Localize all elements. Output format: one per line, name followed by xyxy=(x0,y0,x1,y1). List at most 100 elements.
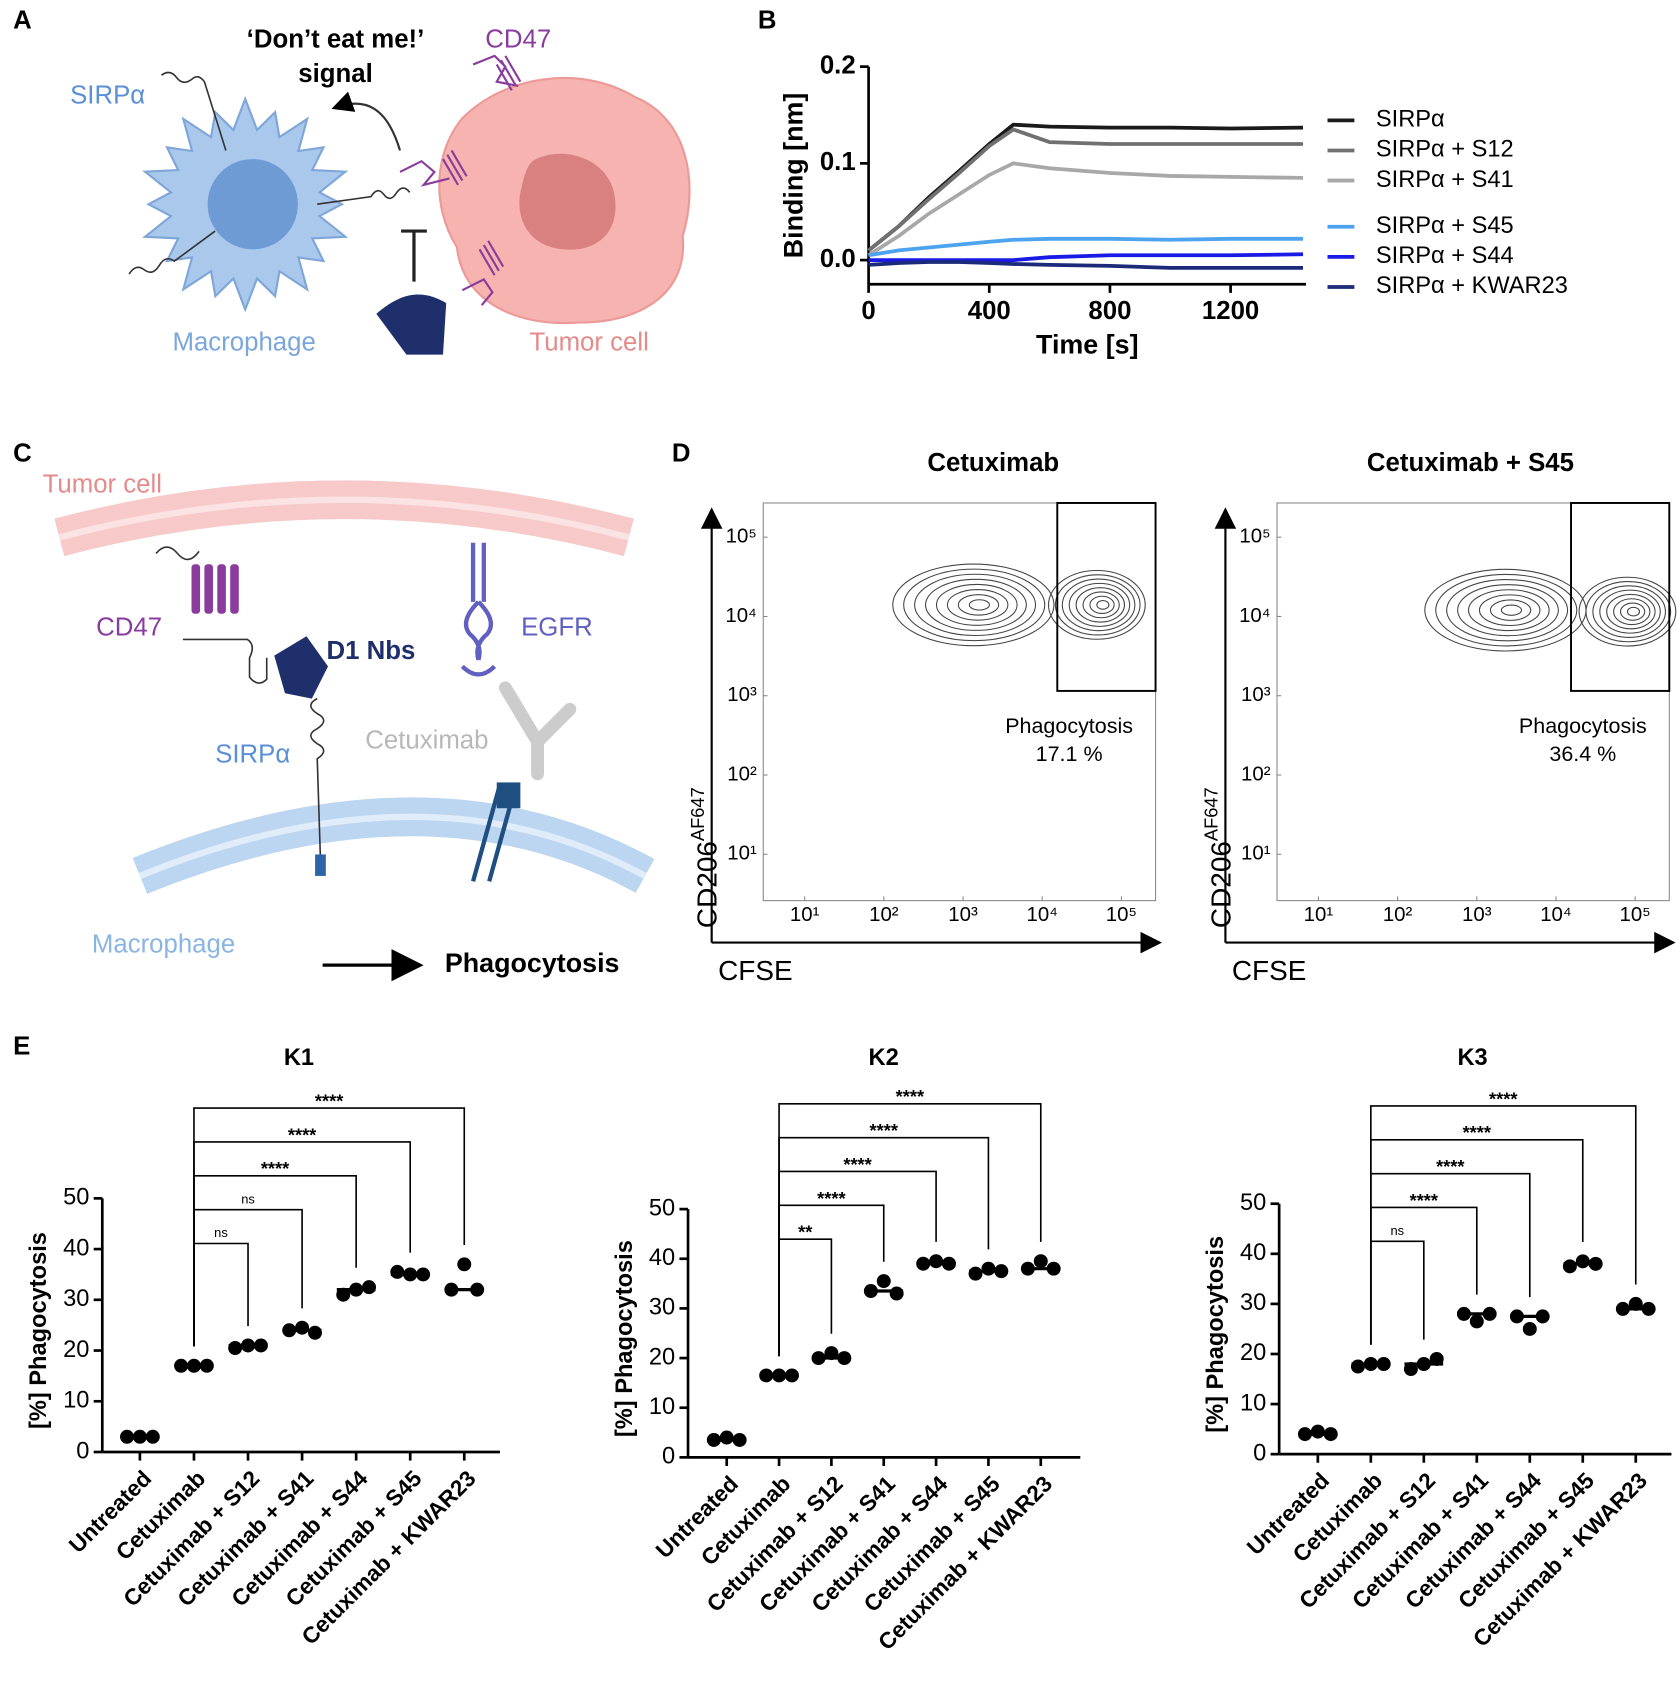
dot xyxy=(759,1368,774,1383)
dot xyxy=(719,1430,734,1445)
x-tick-label: 10⁴ xyxy=(1026,904,1057,926)
dot xyxy=(295,1320,310,1335)
dot xyxy=(403,1267,418,1282)
y-tick-label: 50 xyxy=(649,1195,675,1221)
significance-bracket xyxy=(193,1107,466,1347)
y-tick-label: 10⁵ xyxy=(726,526,757,548)
y-tick-label: 0.1 xyxy=(820,148,856,176)
x-tick-label: 400 xyxy=(968,297,1011,325)
y-tick-label: 30 xyxy=(1240,1290,1266,1316)
signal-arrow xyxy=(331,91,402,151)
cd47-loop xyxy=(182,638,268,684)
contour-ring xyxy=(1578,576,1677,647)
signal-label: ‘Don’t eat me!’ xyxy=(247,26,425,54)
dot xyxy=(1469,1314,1484,1329)
legend-label: SIRPα + S41 xyxy=(1376,167,1514,193)
plot-title: K2 xyxy=(869,1045,899,1071)
significance-label: **** xyxy=(261,1158,290,1179)
dot xyxy=(349,1282,364,1297)
dot xyxy=(876,1274,891,1289)
dot xyxy=(186,1358,201,1373)
x-tick-label: 10⁵ xyxy=(1106,904,1137,926)
nbs-label: D1 Nbs xyxy=(327,637,416,665)
legend-label: SIRPα xyxy=(1376,107,1445,133)
sirpa-receptor xyxy=(310,697,325,860)
gate-label: Phagocytosis xyxy=(1005,714,1133,738)
x-tick-label: 10¹ xyxy=(790,904,820,926)
dot xyxy=(1046,1261,1061,1276)
contour-ring xyxy=(1047,569,1146,640)
series-line xyxy=(867,127,1304,252)
plot-title: K3 xyxy=(1458,1045,1488,1071)
legend-label: SIRPα + S44 xyxy=(1376,243,1514,269)
dot xyxy=(1403,1362,1418,1376)
dot xyxy=(253,1338,268,1353)
cetuximab-antibody xyxy=(498,681,577,781)
contour-ring xyxy=(1054,574,1141,636)
dot xyxy=(1628,1296,1643,1311)
significance-label: **** xyxy=(288,1124,317,1145)
contour-ring xyxy=(1068,582,1131,627)
significance-bracket xyxy=(778,1170,937,1357)
dot xyxy=(1033,1254,1048,1269)
y-tick-label: 10¹ xyxy=(1241,843,1271,865)
macrophage-label: Macrophage xyxy=(92,931,235,959)
significance-bracket xyxy=(1370,1240,1425,1345)
dot xyxy=(174,1358,189,1373)
contour-ring xyxy=(946,589,1009,621)
significance-bracket xyxy=(193,1174,357,1347)
dot xyxy=(1522,1321,1537,1336)
cd47-label: CD47 xyxy=(485,26,551,54)
dot xyxy=(1482,1306,1497,1321)
dot xyxy=(241,1338,256,1353)
dot xyxy=(784,1368,799,1383)
y-tick-label: 10² xyxy=(1241,763,1271,785)
y-tick-label: 10⁴ xyxy=(1239,605,1270,627)
dot xyxy=(1562,1259,1577,1274)
dot xyxy=(1310,1424,1325,1439)
diagram-a: ‘Don’t eat me!’ signal CD47 SIRPα Macrop… xyxy=(70,26,691,357)
plot-frame xyxy=(1276,502,1670,902)
sirpa-tm xyxy=(315,854,326,876)
contour-ring xyxy=(1096,600,1110,610)
x-axis-label: CFSE xyxy=(718,955,793,986)
y-axis-label-main: CD206 xyxy=(692,841,723,928)
y-tick-label: 20 xyxy=(1240,1340,1266,1366)
sirpa-label: SIRPα xyxy=(70,82,145,110)
contour-ring xyxy=(1457,584,1559,637)
cd47-receptors xyxy=(399,54,522,306)
dot xyxy=(470,1282,485,1297)
significance-label: **** xyxy=(843,1154,872,1175)
panel-letter: B xyxy=(758,6,777,34)
significance-label: **** xyxy=(870,1120,899,1141)
dot xyxy=(837,1351,852,1366)
panel-letter: C xyxy=(13,439,32,467)
dot xyxy=(145,1429,160,1444)
significance-bracket xyxy=(1370,1105,1637,1345)
y-tick-label: 10³ xyxy=(1241,684,1271,706)
panel-letter: D xyxy=(672,439,691,467)
dot xyxy=(863,1284,878,1299)
y-tick-label: 10⁴ xyxy=(725,605,756,627)
series-line xyxy=(868,260,1304,270)
dot xyxy=(1020,1261,1035,1276)
significance-label: **** xyxy=(1489,1088,1518,1109)
y-axis-label: CD206AF647 xyxy=(687,787,723,928)
y-tick-label: 30 xyxy=(63,1286,89,1312)
dot xyxy=(994,1264,1009,1279)
cd47-tail xyxy=(155,546,200,561)
significance-label: **** xyxy=(817,1188,846,1209)
dot xyxy=(1429,1352,1444,1366)
significance-label: ns xyxy=(241,1191,255,1206)
dot xyxy=(1615,1301,1630,1316)
sirpa-receptor xyxy=(317,187,411,206)
x-tick-label: 10³ xyxy=(948,904,978,926)
x-tick-label: 10³ xyxy=(1462,904,1492,926)
nanobody xyxy=(274,636,328,699)
y-axis-label: CD206AF647 xyxy=(1200,787,1236,928)
x-tick-label: 0 xyxy=(861,297,875,325)
y-axis-label: [%] Phagocytosis xyxy=(612,1240,638,1437)
significance-label: ns xyxy=(214,1225,228,1240)
sirpa-label: SIRPα xyxy=(215,740,290,768)
y-axis-label-main: CD206 xyxy=(1206,841,1237,928)
